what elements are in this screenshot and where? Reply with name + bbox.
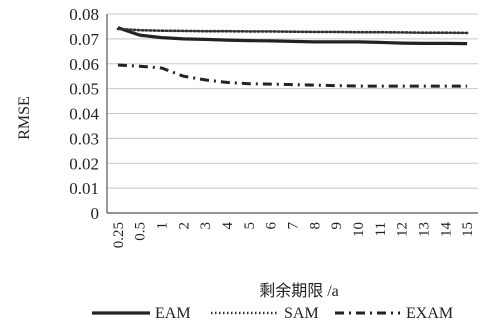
x-tick-label: 5 [242, 222, 258, 230]
x-tick-label: 13 [416, 222, 432, 237]
x-tick-label: 4 [220, 222, 236, 230]
y-tick-label: 0 [91, 204, 100, 223]
x-tick-label: 9 [329, 222, 345, 230]
y-tick-label: 0.05 [69, 80, 99, 99]
y-axis-label: RMSE [16, 96, 33, 140]
y-tick-label: 0.08 [69, 5, 99, 24]
y-tick-label: 0.03 [69, 129, 99, 148]
x-tick-label: 8 [307, 222, 323, 230]
axes [106, 14, 478, 214]
x-tick-label: 0.25 [111, 222, 127, 248]
series-line-eam [117, 26, 468, 46]
x-tick-labels: 0.25 0.5 1 2 3 4 5 6 7 8 9 10 11 12 13 14 15 [111, 222, 476, 249]
y-tick-labels: 0 0.01 0.02 0.03 0.04 0.05 0.06 0.07 0.08 [69, 5, 99, 223]
x-tick-label: 0.5 [133, 222, 149, 241]
series-line-sam [116, 27, 469, 35]
y-tick-label: 0.04 [69, 105, 99, 124]
legend-label-sam: SAM [284, 305, 319, 322]
x-tick-label: 11 [373, 222, 389, 236]
y-tick-label: 0.01 [69, 179, 99, 198]
x-tick-label: 1 [155, 222, 171, 230]
x-axis-label: 剩余期限 /a [259, 281, 339, 300]
legend: EAM SAM EXAM [92, 305, 453, 322]
legend-label-eam: EAM [155, 305, 191, 322]
x-tick-label: 12 [395, 222, 411, 237]
x-tick-label: 2 [176, 222, 192, 230]
x-tick-label: 3 [198, 222, 214, 230]
legend-label-exam: EXAM [406, 305, 453, 322]
x-tick-label: 10 [351, 222, 367, 237]
y-tick-label: 0.06 [69, 55, 99, 74]
x-tick-label: 15 [460, 222, 476, 237]
x-tick-label: 14 [438, 222, 454, 238]
x-tick-label: 6 [264, 222, 280, 230]
y-tick-label: 0.02 [69, 154, 99, 173]
y-tick-label: 0.07 [69, 30, 99, 49]
series-lines [116, 26, 469, 88]
series-line-exam [117, 63, 468, 88]
x-tick-label: 7 [286, 222, 302, 230]
